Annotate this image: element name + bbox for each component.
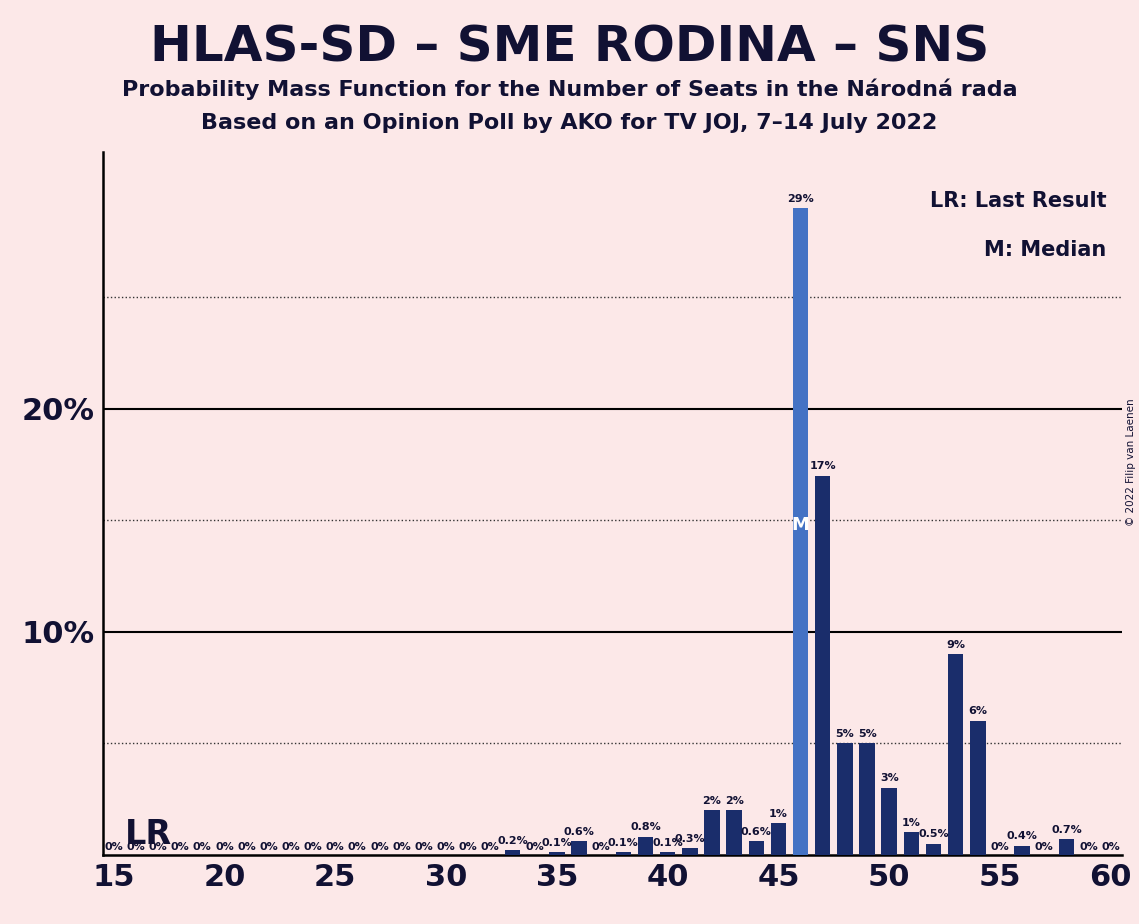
Text: © 2022 Filip van Laenen: © 2022 Filip van Laenen (1126, 398, 1136, 526)
Bar (859, 743, 875, 855)
Text: 0%: 0% (104, 843, 123, 853)
Text: 0%: 0% (148, 843, 167, 853)
Text: 0%: 0% (525, 843, 544, 853)
Text: 5%: 5% (858, 729, 876, 739)
Text: 2%: 2% (724, 796, 744, 806)
Text: 0%: 0% (481, 843, 500, 853)
Text: 0.1%: 0.1% (541, 838, 572, 848)
Text: 0.8%: 0.8% (630, 822, 661, 833)
Bar (793, 208, 809, 855)
Bar (816, 476, 830, 855)
Bar (615, 853, 631, 855)
Text: 0%: 0% (436, 843, 456, 853)
Bar (572, 842, 587, 855)
Bar (948, 654, 964, 855)
Bar (638, 837, 653, 855)
Text: 0%: 0% (281, 843, 301, 853)
Text: 0%: 0% (1080, 843, 1098, 853)
Text: 0.7%: 0.7% (1051, 824, 1082, 834)
Text: Probability Mass Function for the Number of Seats in the Národná rada: Probability Mass Function for the Number… (122, 79, 1017, 100)
Text: 0%: 0% (304, 843, 322, 853)
Text: 0.4%: 0.4% (1007, 832, 1038, 842)
Text: 0.6%: 0.6% (740, 827, 772, 837)
Text: LR: Last Result: LR: Last Result (931, 191, 1107, 211)
Bar (727, 810, 741, 855)
Bar (682, 848, 697, 855)
Bar (659, 853, 675, 855)
Text: 0%: 0% (237, 843, 256, 853)
Bar (1015, 845, 1030, 855)
Bar (970, 721, 985, 855)
Text: 0%: 0% (171, 843, 189, 853)
Text: 3%: 3% (879, 773, 899, 784)
Text: 29%: 29% (787, 194, 814, 203)
Text: Based on an Opinion Poll by AKO for TV JOJ, 7–14 July 2022: Based on an Opinion Poll by AKO for TV J… (202, 113, 937, 133)
Text: 0%: 0% (1035, 843, 1054, 853)
Text: 0%: 0% (349, 843, 367, 853)
Text: 0%: 0% (192, 843, 212, 853)
Bar (903, 833, 919, 855)
Text: 0%: 0% (126, 843, 145, 853)
Bar (926, 844, 941, 855)
Bar (748, 842, 764, 855)
Text: 2%: 2% (703, 796, 721, 806)
Bar (1059, 839, 1074, 855)
Text: 1%: 1% (902, 818, 920, 828)
Text: LR: LR (124, 818, 172, 851)
Bar (505, 850, 521, 855)
Text: 6%: 6% (968, 707, 988, 716)
Text: 0%: 0% (415, 843, 433, 853)
Text: 0%: 0% (459, 843, 477, 853)
Text: 0.2%: 0.2% (497, 836, 527, 845)
Text: 0.1%: 0.1% (608, 838, 639, 848)
Text: M: M (792, 516, 810, 534)
Text: 5%: 5% (836, 729, 854, 739)
Text: 0%: 0% (215, 843, 233, 853)
Text: 0%: 0% (392, 843, 411, 853)
Bar (549, 853, 565, 855)
Text: M: Median: M: Median (984, 240, 1107, 261)
Text: 9%: 9% (947, 639, 965, 650)
Text: 17%: 17% (810, 461, 836, 471)
Text: 0%: 0% (991, 843, 1009, 853)
Text: 0%: 0% (592, 843, 611, 853)
Text: 0.3%: 0.3% (674, 833, 705, 844)
Text: 0.5%: 0.5% (918, 829, 949, 839)
Text: HLAS-SD – SME RODINA – SNS: HLAS-SD – SME RODINA – SNS (150, 23, 989, 71)
Bar (704, 810, 720, 855)
Text: 0%: 0% (370, 843, 388, 853)
Bar (771, 823, 786, 855)
Text: 0%: 0% (1101, 843, 1121, 853)
Text: 1%: 1% (769, 809, 788, 819)
Text: 0.6%: 0.6% (564, 827, 595, 837)
Text: 0%: 0% (326, 843, 345, 853)
Bar (882, 788, 898, 855)
Bar (837, 743, 853, 855)
Text: 0.1%: 0.1% (653, 838, 683, 848)
Text: 0%: 0% (260, 843, 278, 853)
